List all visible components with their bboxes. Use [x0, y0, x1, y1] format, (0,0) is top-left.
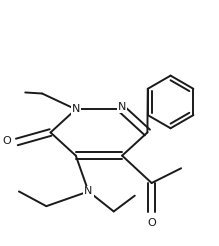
Text: N: N	[84, 186, 93, 197]
Text: N: N	[118, 102, 126, 112]
Text: N: N	[72, 104, 80, 114]
Text: O: O	[3, 136, 12, 146]
Text: O: O	[147, 218, 156, 228]
